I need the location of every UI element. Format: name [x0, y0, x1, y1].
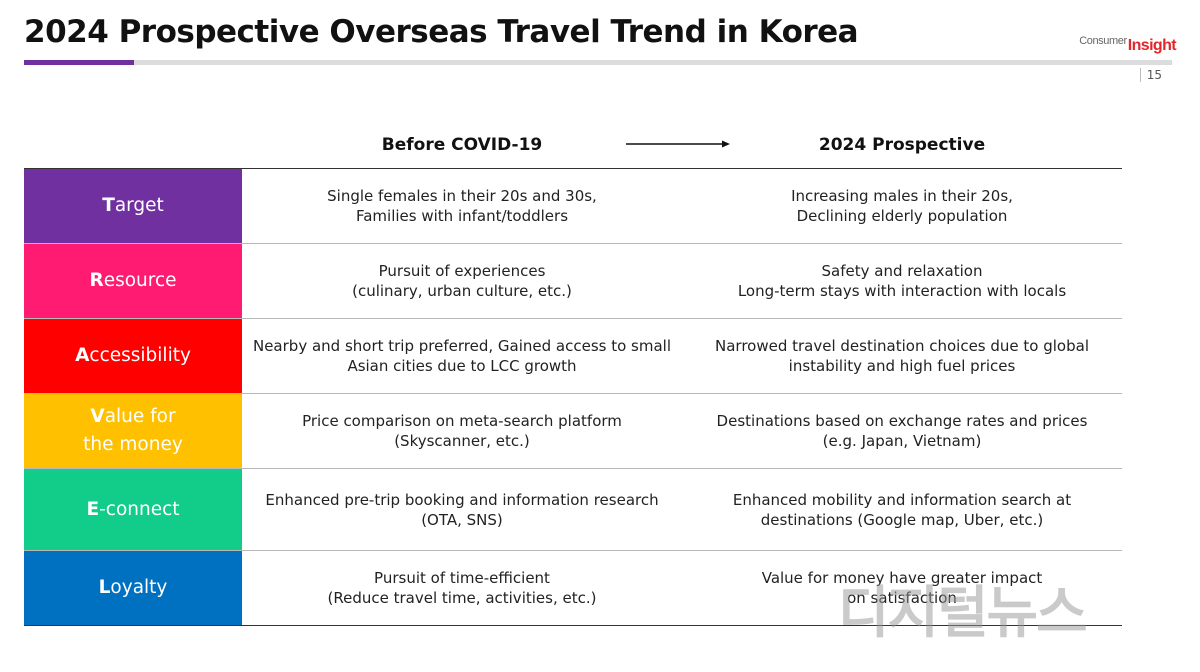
label-initial: L — [98, 577, 111, 598]
cell-line: Pursuit of time-efficient — [374, 569, 550, 587]
cell-line: Enhanced pre-trip booking and informatio… — [265, 490, 659, 509]
label-rest: oyalty — [110, 577, 168, 598]
cell-line: destinations (Google map, Uber, etc.) — [760, 510, 1044, 529]
cell-after: Destinations based on exchange rates and… — [682, 394, 1122, 468]
cell-line: Value for money have greater impact — [761, 569, 1043, 587]
cell-line: Enhanced mobility and information search… — [732, 490, 1072, 509]
label-line2: the money — [83, 434, 183, 455]
table-row: Resource Pursuit of experiences (culinar… — [24, 244, 1122, 319]
cell-line: Asian cities due to LCC growth — [347, 357, 577, 375]
label-rest: ccessibility — [89, 345, 191, 366]
cell-line: Pursuit of experiences — [378, 262, 546, 280]
cell-before: Enhanced pre-trip booking and informatio… — [242, 469, 682, 550]
cell-after: Value for money have greater impact on s… — [682, 551, 1122, 625]
column-header-before: Before COVID-19 — [381, 135, 543, 155]
table-row: Loyalty Pursuit of time-efficient (Reduc… — [24, 551, 1122, 626]
cell-line: instability and high fuel prices — [788, 357, 1016, 375]
row-label-target: Target — [24, 169, 242, 243]
cell-line: Increasing males in their 20s, — [791, 187, 1013, 205]
cell-before: Pursuit of time-efficient (Reduce travel… — [242, 551, 682, 625]
label-initial: E — [86, 498, 100, 520]
row-label-e-connect: E-connect — [24, 469, 242, 550]
logo-text-consumer: Consumer — [1079, 35, 1127, 47]
row-label-value-for-money: Value for the money — [24, 394, 242, 468]
label-initial: T — [102, 195, 115, 216]
row-label-resource: Resource — [24, 244, 242, 318]
table-row: E-connect Enhanced pre-trip booking and … — [24, 469, 1122, 551]
consumer-insight-logo: Consumer Insight — [1079, 34, 1176, 56]
trend-table: Target Single females in their 20s and 3… — [24, 168, 1122, 626]
cell-line: Families with infant/toddlers — [355, 207, 569, 225]
label-initial: V — [90, 406, 105, 427]
cell-line: Long-term stays with interaction with lo… — [737, 282, 1067, 300]
table-row: Value for the money Price comparison on … — [24, 394, 1122, 469]
cell-after: Narrowed travel destination choices due … — [682, 319, 1122, 393]
cell-line: (Skyscanner, etc.) — [394, 432, 530, 450]
label-initial: A — [75, 345, 90, 366]
cell-line: Declining elderly population — [796, 207, 1008, 225]
cell-line: (culinary, urban culture, etc.) — [352, 282, 572, 300]
cell-after: Safety and relaxation Long-term stays wi… — [682, 244, 1122, 318]
cell-line: Nearby and short trip preferred, Gained … — [252, 337, 671, 355]
table-row: Accessibility Nearby and short trip pref… — [24, 319, 1122, 394]
page-number: 15 — [1139, 68, 1162, 82]
arrow-right-icon — [626, 136, 730, 150]
cell-after: Enhanced mobility and information search… — [682, 469, 1122, 550]
column-header-after: 2024 Prospective — [818, 135, 986, 155]
page-title: 2024 Prospective Overseas Travel Trend i… — [24, 14, 859, 50]
cell-line: (e.g. Japan, Vietnam) — [822, 432, 982, 450]
cell-before: Pursuit of experiences (culinary, urban … — [242, 244, 682, 318]
label-rest: alue for — [104, 406, 176, 427]
cell-before: Single females in their 20s and 30s, Fam… — [242, 169, 682, 243]
cell-line: on satisfaction — [847, 589, 957, 607]
cell-after: Increasing males in their 20s, Declining… — [682, 169, 1122, 243]
table-row: Target Single females in their 20s and 3… — [24, 169, 1122, 244]
label-initial: R — [89, 270, 104, 291]
cell-line: (OTA, SNS) — [421, 510, 503, 529]
cell-before: Nearby and short trip preferred, Gained … — [242, 319, 682, 393]
label-rest: arget — [114, 195, 164, 216]
label-rest: esource — [103, 270, 177, 291]
cell-line: Destinations based on exchange rates and… — [716, 412, 1088, 430]
label-rest: -connect — [99, 498, 180, 520]
title-divider-accent — [24, 60, 134, 65]
row-label-accessibility: Accessibility — [24, 319, 242, 393]
logo-text-insight: Insight — [1127, 37, 1177, 54]
cell-line: Narrowed travel destination choices due … — [715, 337, 1089, 355]
cell-before: Price comparison on meta-search platform… — [242, 394, 682, 468]
cell-line: Price comparison on meta-search platform — [302, 412, 622, 430]
title-divider — [24, 60, 1172, 65]
cell-line: Safety and relaxation — [821, 262, 983, 280]
cell-line: Single females in their 20s and 30s, — [327, 187, 597, 205]
cell-line: (Reduce travel time, activities, etc.) — [327, 589, 597, 607]
row-label-loyalty: Loyalty — [24, 551, 242, 625]
